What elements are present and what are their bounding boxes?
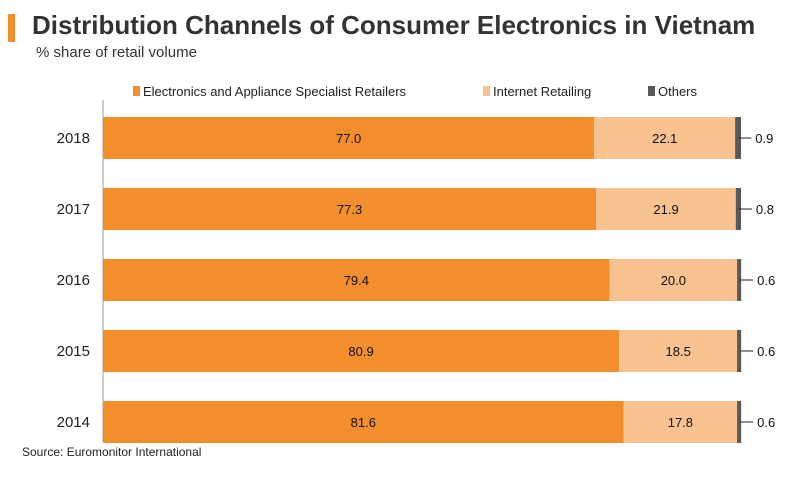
data-label: 79.4 bbox=[344, 273, 369, 288]
category-label: 2014 bbox=[57, 414, 90, 431]
page-subtitle: % share of retail volume bbox=[36, 44, 197, 61]
data-label: 17.8 bbox=[668, 415, 693, 430]
data-label: 0.6 bbox=[757, 344, 775, 359]
bar-segment-marker bbox=[735, 117, 740, 159]
data-label: 0.8 bbox=[756, 202, 774, 217]
category-label: 2018 bbox=[57, 130, 90, 147]
data-label: 18.5 bbox=[666, 344, 691, 359]
legend-swatch bbox=[648, 86, 655, 96]
bar-segment-marker bbox=[735, 188, 740, 230]
legend-label: Others bbox=[658, 84, 698, 99]
legend-label: Electronics and Appliance Specialist Ret… bbox=[143, 84, 407, 99]
bar-segment bbox=[609, 259, 738, 301]
bar-segment bbox=[103, 259, 610, 301]
title-accent-bar bbox=[8, 14, 15, 42]
data-label: 22.1 bbox=[652, 131, 677, 146]
legend-swatch bbox=[483, 86, 490, 96]
bar-segment-marker bbox=[737, 259, 742, 301]
category-label: 2017 bbox=[57, 201, 90, 218]
bar-segment bbox=[596, 188, 736, 230]
bar-segment-marker bbox=[737, 401, 742, 443]
data-label: 80.9 bbox=[348, 344, 373, 359]
data-label: 0.9 bbox=[755, 131, 773, 146]
bar-segment bbox=[623, 401, 738, 443]
data-label: 0.6 bbox=[757, 273, 775, 288]
data-label: 77.0 bbox=[336, 131, 361, 146]
page-title: Distribution Channels of Consumer Electr… bbox=[32, 10, 756, 40]
bar-segment bbox=[103, 117, 595, 159]
bar-segment bbox=[103, 401, 624, 443]
bar-segment-marker bbox=[737, 330, 742, 372]
bar-segment bbox=[619, 330, 738, 372]
data-label: 20.0 bbox=[661, 273, 686, 288]
bar-segment bbox=[594, 117, 736, 159]
data-label: 0.6 bbox=[757, 415, 775, 430]
data-label: 77.3 bbox=[337, 202, 362, 217]
data-label: 21.9 bbox=[653, 202, 678, 217]
bar-segment bbox=[103, 330, 620, 372]
legend-swatch bbox=[133, 86, 140, 96]
data-label: 81.6 bbox=[351, 415, 376, 430]
bar-segment bbox=[103, 188, 597, 230]
category-label: 2016 bbox=[57, 272, 90, 289]
legend-label: Internet Retailing bbox=[493, 84, 591, 99]
category-label: 2015 bbox=[57, 343, 90, 360]
source-note: Source: Euromonitor International bbox=[22, 445, 202, 459]
